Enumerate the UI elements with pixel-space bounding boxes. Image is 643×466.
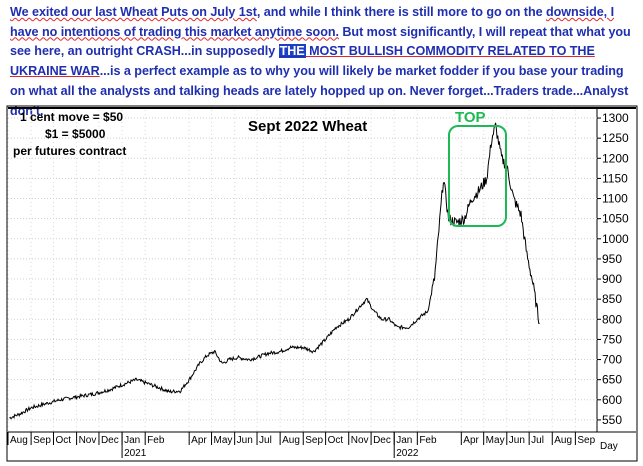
contract-note-line1: 1 cent move = $50	[20, 110, 123, 124]
commentary-part-2: , and while I think there is still more …	[256, 5, 546, 19]
commentary-the-highlight: THE	[278, 44, 306, 59]
x-month-label: May	[214, 435, 233, 446]
commentary-part-7: ...is a perfect example as to why you wi…	[10, 64, 629, 118]
chart-title: Sept 2022 Wheat	[248, 118, 367, 135]
y-tick-label: 1300	[602, 111, 629, 125]
x-month-label: Feb	[419, 435, 437, 446]
y-tick-label: 1200	[602, 151, 629, 165]
x-month-label: Sep	[33, 435, 51, 446]
x-month-label: Nov	[351, 435, 369, 446]
x-month-label: Feb	[147, 435, 165, 446]
x-month-label: Jun	[509, 435, 525, 446]
contract-note-line2: $1 = $5000	[45, 127, 106, 141]
x-month-label: May	[486, 435, 505, 446]
x-month-label: Sep	[577, 435, 595, 446]
x-month-label: Apr	[463, 435, 479, 446]
y-axis-ticks: 550 600 650 700 750 800 850 900 950 1000 1050 1100 1…	[597, 111, 629, 427]
y-tick-label: 550	[602, 413, 622, 427]
x-month-label: Oct	[55, 435, 71, 446]
x-month-label: Nov	[79, 435, 97, 446]
top-highlight-box	[448, 125, 507, 227]
top-annotation: TOP	[455, 109, 486, 126]
gridlines	[7, 110, 597, 432]
y-tick-label: 1000	[602, 232, 629, 246]
x-month-label: Jul	[531, 435, 544, 446]
y-tick-label: 1250	[602, 131, 629, 145]
y-tick-label: 1050	[602, 212, 629, 226]
x-month-label: Oct	[328, 435, 344, 446]
y-tick-label: 950	[602, 252, 622, 266]
x-month-label: Jan	[124, 435, 140, 446]
y-tick-label: 600	[602, 393, 622, 407]
x-year-label: 2021	[124, 448, 147, 459]
x-month-label: Aug	[10, 435, 28, 446]
x-month-label: Jan	[396, 435, 412, 446]
x-month-label: Sep	[305, 435, 323, 446]
y-tick-label: 1150	[602, 171, 628, 185]
y-tick-label: 850	[602, 292, 622, 306]
x-axis-ticks: Aug Sep Oct Nov Dec Jan Feb Apr May Jun Jul Aug Sep O…	[7, 432, 596, 459]
y-tick-label: 650	[602, 373, 622, 387]
y-tick-label: 700	[602, 353, 622, 367]
y-tick-label: 800	[602, 312, 622, 326]
x-month-label: Dec	[373, 435, 391, 446]
commentary-bullish-phrase: MOST BULLISH COMMODITY RELATED TO THE UK…	[10, 44, 595, 79]
commentary-exit-phrase: We exited our last Wheat Puts on July 1s…	[10, 5, 257, 19]
y-tick-label: 750	[602, 332, 622, 346]
commentary-downside-phrase: downside, I have no intentions of tradin…	[10, 5, 615, 39]
y-tick-label: 900	[602, 272, 622, 286]
x-month-label: Jul	[259, 435, 272, 446]
x-month-label: Jun	[237, 435, 253, 446]
price-series-line	[9, 122, 540, 420]
y-tick-label: 1100	[602, 192, 628, 206]
commentary-part-4: But most significantly, I will repeat th…	[10, 24, 631, 59]
commentary-text: We exited our last Wheat Puts on July 1s…	[10, 3, 640, 121]
x-month-label: Apr	[191, 435, 207, 446]
x-unit-label: Day	[600, 441, 618, 452]
x-month-label: Dec	[101, 435, 119, 446]
chart-frame	[6, 105, 638, 462]
x-month-label: Aug	[282, 435, 300, 446]
contract-note-line3: per futures contract	[13, 144, 126, 158]
x-month-label: Aug	[554, 435, 572, 446]
x-year-label: 2022	[396, 448, 419, 459]
